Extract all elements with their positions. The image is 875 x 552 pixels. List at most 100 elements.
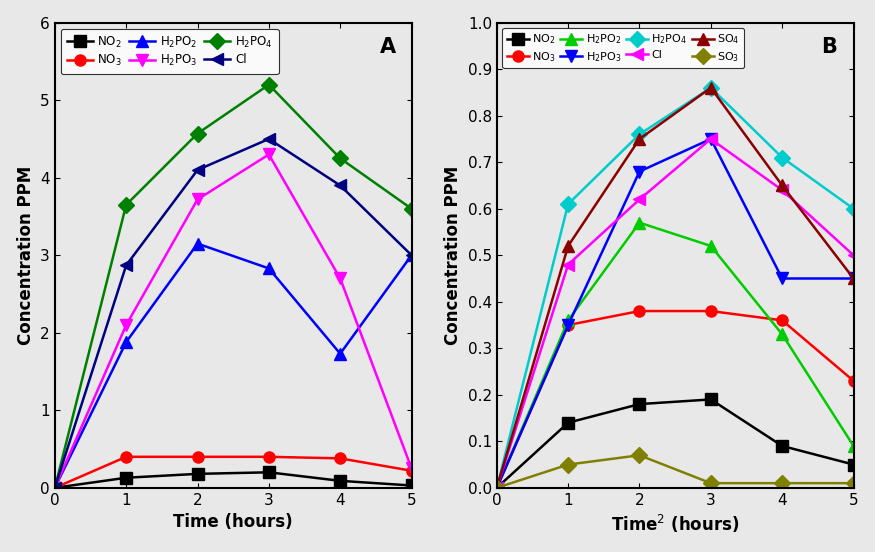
Line: H$_2$PO$_2$: H$_2$PO$_2$ bbox=[49, 238, 417, 493]
Line: SO$_3$: SO$_3$ bbox=[491, 450, 859, 493]
Cl bbox=[777, 187, 788, 193]
Cl bbox=[492, 485, 502, 491]
Line: NO$_2$: NO$_2$ bbox=[491, 394, 859, 493]
NO$_3$ bbox=[406, 468, 416, 474]
H$_2$PO$_3$ bbox=[335, 275, 346, 282]
H$_2$PO$_3$ bbox=[705, 136, 716, 142]
H$_2$PO$_4$ bbox=[192, 130, 203, 137]
H$_2$PO$_2$ bbox=[492, 485, 502, 491]
H$_2$PO$_2$ bbox=[50, 485, 60, 491]
H$_2$PO$_4$ bbox=[777, 154, 788, 161]
Text: A: A bbox=[380, 36, 396, 57]
H$_2$PO$_2$ bbox=[634, 219, 645, 226]
SO$_4$ bbox=[563, 243, 573, 250]
H$_2$PO$_4$ bbox=[492, 485, 502, 491]
H$_2$PO$_4$ bbox=[705, 84, 716, 91]
H$_2$PO$_4$ bbox=[263, 81, 274, 88]
H$_2$PO$_3$ bbox=[634, 168, 645, 175]
Y-axis label: Concentration PPM: Concentration PPM bbox=[444, 166, 462, 345]
Y-axis label: Concentration PPM: Concentration PPM bbox=[17, 166, 35, 345]
Line: H$_2$PO$_4$: H$_2$PO$_4$ bbox=[491, 82, 859, 493]
NO$_3$ bbox=[192, 454, 203, 460]
H$_2$PO$_2$ bbox=[192, 240, 203, 247]
H$_2$PO$_2$ bbox=[121, 339, 131, 346]
NO$_3$ bbox=[50, 485, 60, 491]
SO$_3$ bbox=[563, 461, 573, 468]
NO$_2$ bbox=[192, 470, 203, 477]
H$_2$PO$_3$ bbox=[50, 485, 60, 491]
H$_2$PO$_3$ bbox=[121, 322, 131, 328]
Line: NO$_3$: NO$_3$ bbox=[491, 305, 859, 493]
Cl bbox=[634, 196, 645, 203]
Cl bbox=[563, 261, 573, 268]
H$_2$PO$_4$ bbox=[563, 201, 573, 208]
SO$_4$ bbox=[634, 136, 645, 142]
Line: H$_2$PO$_3$: H$_2$PO$_3$ bbox=[491, 134, 859, 493]
NO$_2$ bbox=[492, 485, 502, 491]
H$_2$PO$_2$ bbox=[777, 331, 788, 338]
Legend: NO$_2$, NO$_3$, H$_2$PO$_2$, H$_2$PO$_3$, H$_2$PO$_4$, Cl, SO$_4$, SO$_3$: NO$_2$, NO$_3$, H$_2$PO$_2$, H$_2$PO$_3$… bbox=[502, 28, 744, 68]
SO$_4$ bbox=[492, 485, 502, 491]
H$_2$PO$_2$ bbox=[335, 351, 346, 357]
Cl bbox=[848, 252, 858, 258]
Line: SO$_4$: SO$_4$ bbox=[491, 82, 859, 493]
NO$_3$ bbox=[777, 317, 788, 323]
SO$_3$ bbox=[634, 452, 645, 459]
Line: NO$_2$: NO$_2$ bbox=[49, 467, 417, 493]
Line: H$_2$PO$_3$: H$_2$PO$_3$ bbox=[49, 149, 417, 493]
NO$_3$ bbox=[263, 454, 274, 460]
NO$_2$ bbox=[121, 474, 131, 481]
NO$_2$ bbox=[406, 482, 416, 489]
H$_2$PO$_2$ bbox=[263, 265, 274, 272]
H$_2$PO$_4$ bbox=[406, 205, 416, 212]
NO$_3$ bbox=[705, 308, 716, 315]
H$_2$PO$_4$ bbox=[335, 155, 346, 162]
H$_2$PO$_4$ bbox=[121, 201, 131, 208]
NO$_3$ bbox=[634, 308, 645, 315]
NO$_3$ bbox=[563, 322, 573, 328]
NO$_2$ bbox=[50, 485, 60, 491]
SO$_3$ bbox=[492, 485, 502, 491]
H$_2$PO$_4$ bbox=[848, 205, 858, 212]
NO$_2$ bbox=[848, 461, 858, 468]
SO$_3$ bbox=[848, 480, 858, 486]
Cl bbox=[406, 252, 416, 258]
H$_2$PO$_3$ bbox=[848, 275, 858, 282]
H$_2$PO$_2$ bbox=[848, 443, 858, 449]
H$_2$PO$_2$ bbox=[406, 252, 416, 258]
X-axis label: Time (hours): Time (hours) bbox=[173, 513, 293, 531]
H$_2$PO$_4$ bbox=[634, 131, 645, 137]
H$_2$PO$_3$ bbox=[777, 275, 788, 282]
NO$_2$ bbox=[634, 401, 645, 407]
Line: NO$_3$: NO$_3$ bbox=[49, 451, 417, 493]
Cl bbox=[121, 262, 131, 269]
SO$_4$ bbox=[848, 275, 858, 282]
NO$_2$ bbox=[335, 477, 346, 484]
NO$_3$ bbox=[335, 455, 346, 461]
H$_2$PO$_2$ bbox=[563, 317, 573, 323]
SO$_3$ bbox=[705, 480, 716, 486]
Cl bbox=[705, 136, 716, 142]
Cl bbox=[50, 485, 60, 491]
NO$_3$ bbox=[492, 485, 502, 491]
H$_2$PO$_3$ bbox=[406, 465, 416, 472]
H$_2$PO$_4$ bbox=[50, 485, 60, 491]
Text: B: B bbox=[822, 36, 837, 57]
NO$_2$ bbox=[563, 420, 573, 426]
Cl bbox=[263, 136, 274, 142]
NO$_2$ bbox=[263, 469, 274, 476]
SO$_4$ bbox=[705, 84, 716, 91]
Line: Cl: Cl bbox=[491, 134, 859, 493]
SO$_3$ bbox=[777, 480, 788, 486]
Cl bbox=[335, 182, 346, 189]
Legend: NO$_2$, NO$_3$, H$_2$PO$_2$, H$_2$PO$_3$, H$_2$PO$_4$, Cl: NO$_2$, NO$_3$, H$_2$PO$_2$, H$_2$PO$_3$… bbox=[60, 29, 279, 74]
Line: Cl: Cl bbox=[49, 134, 417, 493]
NO$_2$ bbox=[705, 396, 716, 403]
X-axis label: Time$^2$ (hours): Time$^2$ (hours) bbox=[611, 513, 739, 535]
H$_2$PO$_3$ bbox=[492, 485, 502, 491]
H$_2$PO$_3$ bbox=[192, 196, 203, 203]
NO$_2$ bbox=[777, 443, 788, 449]
Line: H$_2$PO$_2$: H$_2$PO$_2$ bbox=[491, 217, 859, 493]
NO$_3$ bbox=[121, 454, 131, 460]
Cl bbox=[192, 167, 203, 173]
